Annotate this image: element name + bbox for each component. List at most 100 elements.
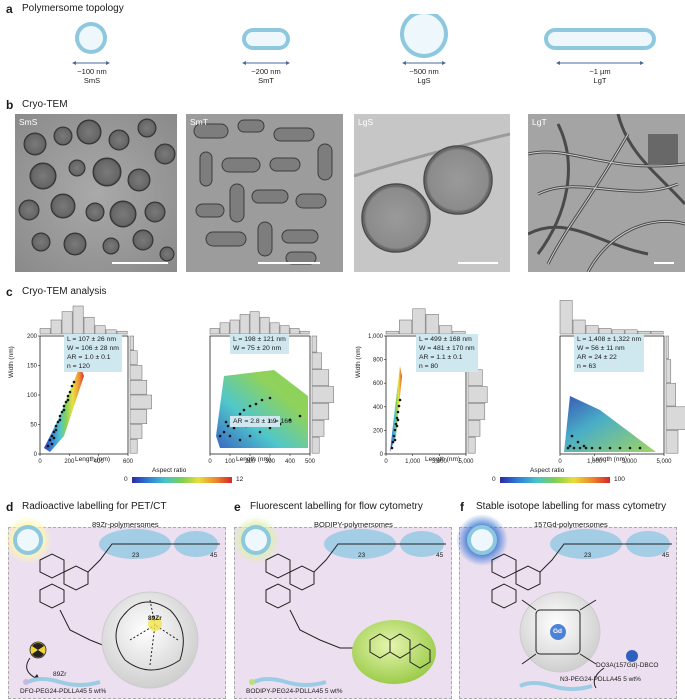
sms-code: SmS [83, 76, 101, 85]
histogram-bar [559, 300, 573, 335]
data-point [224, 420, 228, 424]
histogram-bar [259, 316, 270, 335]
colorbar-left-min: 0 [124, 476, 128, 483]
panel-f-subtitle: 157Gd-polymersomes [534, 520, 608, 529]
data-point [48, 438, 52, 442]
data-point [570, 434, 574, 438]
histogram-bar [39, 328, 51, 335]
stat-line: W = 106 ± 28 nm [67, 345, 119, 352]
histogram-bar [585, 325, 599, 335]
smt-size: ~200 nm [251, 67, 281, 76]
histogram-bar [650, 330, 664, 335]
lgs-scale-bar [458, 262, 498, 264]
x-tick-label: 0 [208, 459, 212, 465]
histogram-bar [219, 322, 230, 335]
stat-line: W = 56 ± 11 nm [577, 345, 625, 352]
peg-repeat-f: 23 [584, 552, 592, 559]
histogram-bar [439, 325, 453, 335]
sms-vesicle [75, 22, 107, 54]
histogram-bar [209, 328, 220, 335]
panel-b-letter: b [6, 98, 14, 112]
panel-e-reagent: BODIPY-PEG24-PDLLA45 5 wt% [246, 688, 343, 695]
lgt-code: LgT [593, 76, 607, 85]
chart-smt-xlabel: Length (nm) [236, 456, 272, 463]
y-tick-label: 1,000 [368, 334, 384, 340]
stat-line: L = 1,408 ± 1,322 nm [577, 336, 642, 343]
histogram-bar [129, 380, 148, 395]
histogram-bar [129, 350, 138, 365]
histogram-bar [412, 308, 426, 335]
zr-polymersome-icon [4, 516, 52, 564]
lgt-caption: ~1 µm LgT [580, 67, 620, 85]
data-point [628, 446, 632, 450]
histogram-bar [94, 325, 106, 335]
y-tick-label: 800 [373, 358, 384, 364]
chart-lgt-stats: L = 1,408 ± 1,322 nm W = 56 ± 11 nm AR =… [574, 334, 645, 372]
chart-lgs-xlabel: Length (nm) [425, 456, 461, 463]
chart-lgs-ylabel: Width (nm) [355, 346, 362, 378]
data-point [232, 426, 236, 430]
histogram-bar [129, 335, 134, 351]
histogram-bar [311, 436, 320, 454]
histogram-bar [129, 439, 138, 454]
panel-d-reagent: DFO-PEG24-PDLLA45 5 wt% [20, 688, 107, 695]
histogram-bar [72, 305, 84, 335]
histogram-bar [311, 352, 322, 370]
y-tick-label: 100 [27, 393, 38, 399]
data-point [54, 428, 58, 432]
data-point [56, 420, 60, 424]
cryo-tem-sms-label: SmS [19, 117, 38, 127]
panel-e-title: Fluorescent labelling for flow cytometry [250, 501, 423, 512]
x-tick-label: 200 [245, 459, 256, 465]
data-point [70, 384, 74, 388]
pdlla-repeat-d: 45 [210, 552, 218, 559]
peg-repeat-d: 23 [132, 552, 140, 559]
data-point [394, 422, 398, 426]
x-tick-label: 300 [265, 459, 276, 465]
sms-caption: ~100 nm SmS [72, 67, 112, 85]
cryo-tem-lgs-label: LgS [358, 117, 374, 127]
data-point [58, 414, 62, 418]
histogram-bar [116, 330, 128, 335]
chart-smt-stats: L = 198 ± 121 nm W = 75 ± 20 nm [230, 334, 289, 354]
histogram-bar [289, 328, 300, 335]
data-point [576, 440, 580, 444]
panel-e-letter: e [234, 500, 241, 514]
data-point [46, 444, 50, 448]
data-point [248, 404, 252, 408]
data-point [582, 444, 586, 448]
panel-d-letter: d [6, 500, 14, 514]
chart-sms-xlabel: Length (nm) [75, 456, 111, 463]
data-point [50, 442, 54, 446]
x-tick-label: 0 [558, 459, 562, 465]
data-point [638, 446, 642, 450]
histogram-bar [467, 369, 483, 387]
x-tick-label: 0 [38, 459, 42, 465]
histogram-bar [399, 319, 413, 335]
x-tick-label: 600 [123, 459, 134, 465]
panel-d-metal: 89Zr [148, 615, 162, 622]
data-point [391, 440, 395, 444]
data-point [395, 424, 399, 428]
data-point [566, 446, 570, 450]
panel-a-title: Polymersome topology [22, 3, 124, 14]
stat-line: L = 107 ± 26 nm [67, 336, 117, 343]
data-point [62, 404, 66, 408]
data-point [218, 434, 222, 438]
data-point [52, 436, 56, 440]
cryo-tem-smt-label: SmT [190, 117, 208, 127]
x-tick-label: 100 [225, 459, 236, 465]
panel-d-subtitle: 89Zr-polymersomes [92, 520, 159, 529]
data-point [598, 446, 602, 450]
data-point [578, 446, 582, 450]
data-point [260, 398, 264, 402]
data-point [572, 446, 576, 450]
histogram-bar [611, 329, 625, 335]
labelling-chemistry-diagrams [4, 514, 672, 691]
panel-f-letter: f [460, 500, 464, 514]
histogram-bar [572, 319, 586, 335]
gd-dbco-reagent-icon [626, 650, 638, 662]
aspect-ratio-label-left: Aspect ratio [152, 467, 187, 474]
histogram-bar [311, 335, 318, 353]
peg-repeat-e: 23 [358, 552, 366, 559]
